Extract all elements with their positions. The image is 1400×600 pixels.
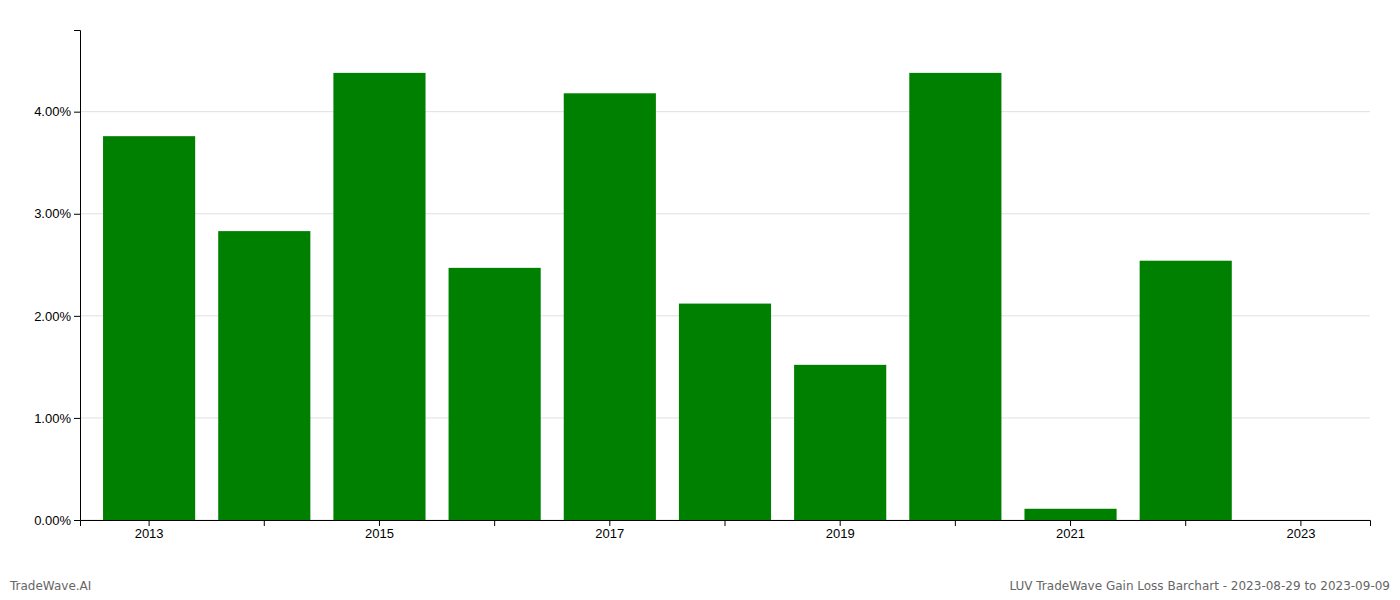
x-tick-label: 2023 <box>1286 526 1315 541</box>
x-tick-mark <box>494 520 495 526</box>
x-tick <box>725 520 726 526</box>
y-tick-label: 1.00% <box>34 411 71 426</box>
x-tick-mark <box>955 520 956 526</box>
grid-line <box>80 111 1370 112</box>
footer-left: TradeWave.AI <box>9 579 91 593</box>
x-tick-mark <box>1070 520 1071 526</box>
x-tick: 2017 <box>595 520 624 541</box>
bar <box>218 231 310 520</box>
y-tick-label: 2.00% <box>34 308 71 323</box>
y-axis-line <box>74 31 81 521</box>
bar <box>909 73 1001 520</box>
bar <box>794 365 886 520</box>
y-tick-label: 3.00% <box>34 206 71 221</box>
bar <box>1140 261 1232 520</box>
grid <box>80 112 1370 520</box>
bar <box>679 304 771 520</box>
x-tick-mark <box>149 520 150 526</box>
bar <box>449 268 541 520</box>
footer-right: LUV TradeWave Gain Loss Barchart - 2023-… <box>1009 579 1390 593</box>
bar <box>1024 509 1116 520</box>
y-tick-mark <box>74 316 80 317</box>
x-tick: 2013 <box>135 520 164 541</box>
x-tick-label: 2019 <box>826 526 855 541</box>
x-tick-label: 2017 <box>595 526 624 541</box>
y-tick-mark <box>74 418 80 419</box>
y-tick: 0.00% <box>34 513 80 528</box>
y-axis: 0.00% 1.00% 2.00% 3.00% 4.00% <box>34 31 80 528</box>
plot: 0.00%1.00%2.00%3.00%4.00%201320152017201… <box>34 31 1370 542</box>
x-tick-mark <box>609 520 610 526</box>
x-tick-label: 2015 <box>365 526 394 541</box>
x-tick-mark <box>1300 520 1301 526</box>
y-tick: 2.00% <box>34 308 80 323</box>
x-tick: 2019 <box>826 520 855 541</box>
y-tick-mark <box>74 112 80 113</box>
bar <box>333 73 425 520</box>
x-axis-line <box>81 521 1371 527</box>
grid-line <box>80 213 1370 214</box>
x-tick: 2015 <box>365 520 394 541</box>
bar <box>103 136 195 520</box>
y-tick-mark <box>74 520 80 521</box>
y-tick-label: 0.00% <box>34 513 71 528</box>
x-tick-mark <box>264 520 265 526</box>
bar <box>1255 520 1347 521</box>
bars <box>103 73 1232 520</box>
bar <box>564 93 656 520</box>
y-tick-label: 4.00% <box>34 104 71 119</box>
x-tick <box>494 520 495 526</box>
x-axis: 2013 2015 2017 2019 2021 2023 <box>81 520 1371 541</box>
y-tick: 1.00% <box>34 411 80 426</box>
x-tick <box>955 520 956 526</box>
x-tick-mark <box>379 520 380 526</box>
chart: 0.00%1.00%2.00%3.00%4.00%201320152017201… <box>0 0 1400 600</box>
x-tick-label: 2021 <box>1056 526 1085 541</box>
x-tick-mark <box>1185 520 1186 526</box>
y-tick: 4.00% <box>34 104 80 119</box>
x-tick-mark <box>725 520 726 526</box>
x-tick-label: 2013 <box>135 526 164 541</box>
y-tick: 3.00% <box>34 206 80 221</box>
x-tick <box>1185 520 1186 526</box>
x-tick: 2021 <box>1056 520 1085 541</box>
x-tick <box>264 520 265 526</box>
y-tick-mark <box>74 214 80 215</box>
x-tick-mark <box>840 520 841 526</box>
x-tick: 2023 <box>1286 520 1315 541</box>
